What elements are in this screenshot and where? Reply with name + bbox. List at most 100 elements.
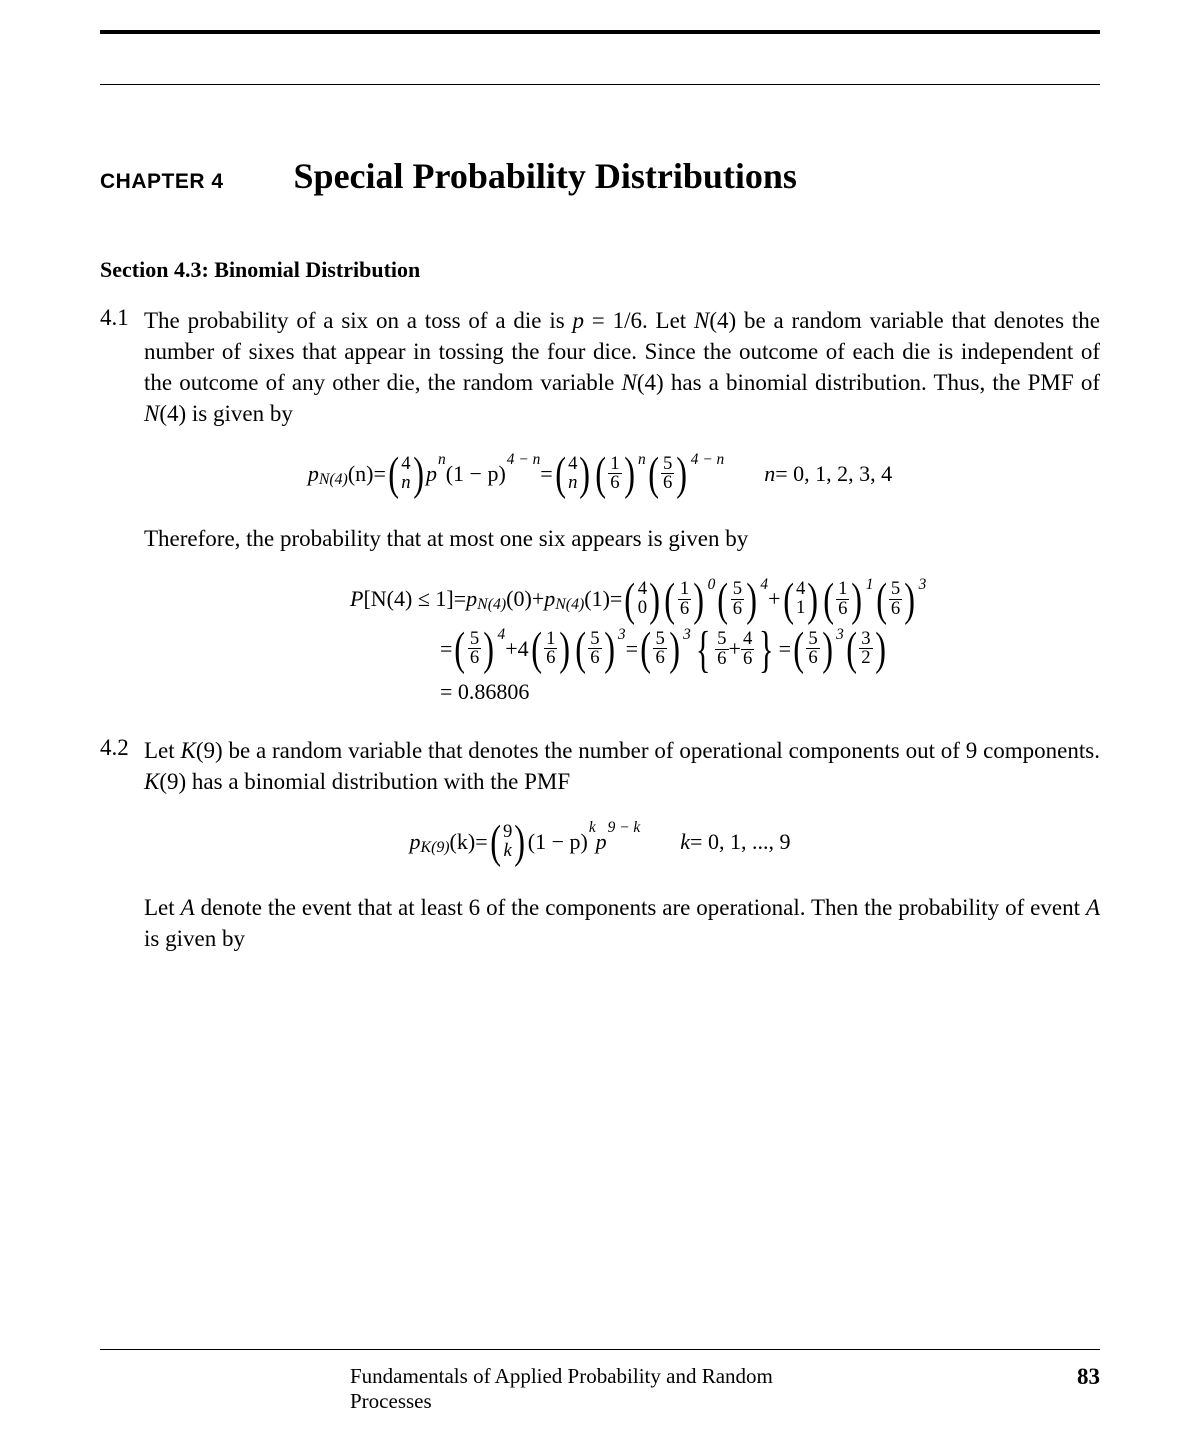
sub: N(4) (555, 596, 584, 614)
n: 6 (468, 648, 481, 668)
n: n (401, 474, 410, 493)
n: 3 (859, 630, 872, 649)
exp: 4 (498, 626, 506, 644)
text-continuation: Therefore, the probability that at most … (144, 523, 1100, 554)
page-number: 83 (1077, 1364, 1100, 1390)
n: 1 (608, 455, 621, 474)
n: 5 (731, 580, 744, 599)
vals: = 0, 1, ..., 9 (690, 829, 790, 855)
n: 6 (889, 599, 902, 619)
text: (9) (196, 738, 223, 763)
equation-4-1-pmf: pN(4)(n) = (4n) pn (1 − p)4 − n = (4n) (… (100, 454, 1100, 493)
n: 6 (653, 648, 666, 668)
eq: = (779, 636, 791, 662)
p: p (596, 829, 607, 855)
n: 5 (588, 630, 601, 649)
n: 5 (468, 630, 481, 649)
n: 6 (806, 648, 819, 668)
exp: 4 − n (691, 451, 724, 469)
var-K: K (180, 738, 195, 763)
text: (4) (709, 308, 736, 333)
plus: + (729, 636, 741, 662)
eq: = (373, 461, 385, 487)
sub: K(9) (421, 839, 450, 857)
sym: p (410, 829, 421, 855)
n: k (504, 842, 512, 861)
n: n (568, 474, 577, 493)
footer-book-title: Fundamentals of Applied Probability and … (350, 1364, 850, 1414)
eq: = (475, 829, 487, 855)
vals: = 0, 1, 2, 3, 4 (775, 461, 892, 487)
text: be a random variable that denotes the nu… (223, 738, 1100, 763)
arg: (n) (348, 461, 374, 487)
chapter-header: CHAPTER 4 Special Probability Distributi… (100, 155, 1100, 197)
problem-4-2: 4.2 Let K(9) be a random variable that d… (100, 735, 1100, 797)
n: 1 (678, 580, 691, 599)
eq: = (626, 636, 638, 662)
n: 1 (544, 630, 557, 649)
var: n (764, 461, 775, 487)
top-rule-thin (100, 84, 1100, 85)
n: 4 (518, 636, 529, 662)
eq: = (540, 461, 552, 487)
n: 5 (661, 455, 674, 474)
section-title: Section 4.3: Binomial Distribution (100, 257, 1100, 283)
exp: 3 (618, 626, 626, 644)
P: P (350, 586, 363, 612)
exp: 3 (683, 626, 691, 644)
var-N: N (622, 370, 637, 395)
equation-4-1-prob: P[N(4) ≤ 1] = pN(4)(0) + pN(4)(1) = (40)… (100, 580, 1100, 706)
n: 5 (806, 630, 819, 649)
exp: k (589, 819, 596, 837)
n: 1 (836, 580, 849, 599)
br: [N(4) ≤ 1] (363, 586, 453, 612)
text: = (584, 308, 613, 333)
equation-4-2-pmf: pK(9)(k) = (9k) (1 − p)k p9 − k k = 0, 1… (100, 822, 1100, 861)
arg: (0) (506, 586, 532, 612)
n: 6 (608, 473, 621, 493)
n: 6 (678, 599, 691, 619)
sub: N(4) (477, 596, 506, 614)
text: 1/6 (613, 308, 642, 333)
var: k (680, 829, 690, 855)
plus: + (505, 636, 517, 662)
exp: 3 (919, 576, 927, 594)
eq: = (440, 636, 452, 662)
text: denote the event that at least 6 of the … (195, 895, 1086, 920)
page-footer: Fundamentals of Applied Probability and … (100, 1364, 1100, 1390)
exp: 4 − n (507, 451, 540, 469)
n: 6 (588, 648, 601, 668)
p: p (426, 461, 437, 487)
result: = 0.86806 (440, 679, 529, 705)
plus: + (532, 586, 544, 612)
problem-4-1: 4.1 The probability of a six on a toss o… (100, 305, 1100, 429)
exp: 3 (836, 626, 844, 644)
exp: 0 (708, 576, 716, 594)
problem-number: 4.2 (100, 735, 144, 797)
chapter-title: Special Probability Distributions (294, 155, 797, 197)
problem-number: 4.1 (100, 305, 144, 429)
text-continuation-4-2: Let A denote the event that at least 6 o… (144, 892, 1100, 954)
var-N: N (694, 308, 709, 333)
arg: (1) (584, 586, 610, 612)
n: 5 (889, 580, 902, 599)
text: The probability of a six on a toss of a … (144, 308, 572, 333)
var-K: K (144, 769, 159, 794)
var-A: A (1086, 895, 1100, 920)
n: 6 (661, 473, 674, 493)
n: 5 (653, 630, 666, 649)
n: 4 (401, 455, 410, 474)
n: 6 (544, 648, 557, 668)
p: p (466, 586, 477, 612)
exp: 1 (866, 576, 874, 594)
text: (9) has a binomial distribution with the… (159, 769, 570, 794)
eq: = (454, 586, 466, 612)
n: 4 (741, 630, 754, 649)
arg: (k) (450, 829, 476, 855)
plus: + (768, 586, 780, 612)
n: 2 (859, 648, 872, 668)
text: is given by (144, 926, 245, 951)
var-N: N (144, 401, 159, 426)
var-p: p (572, 308, 584, 333)
n: 6 (715, 649, 728, 669)
